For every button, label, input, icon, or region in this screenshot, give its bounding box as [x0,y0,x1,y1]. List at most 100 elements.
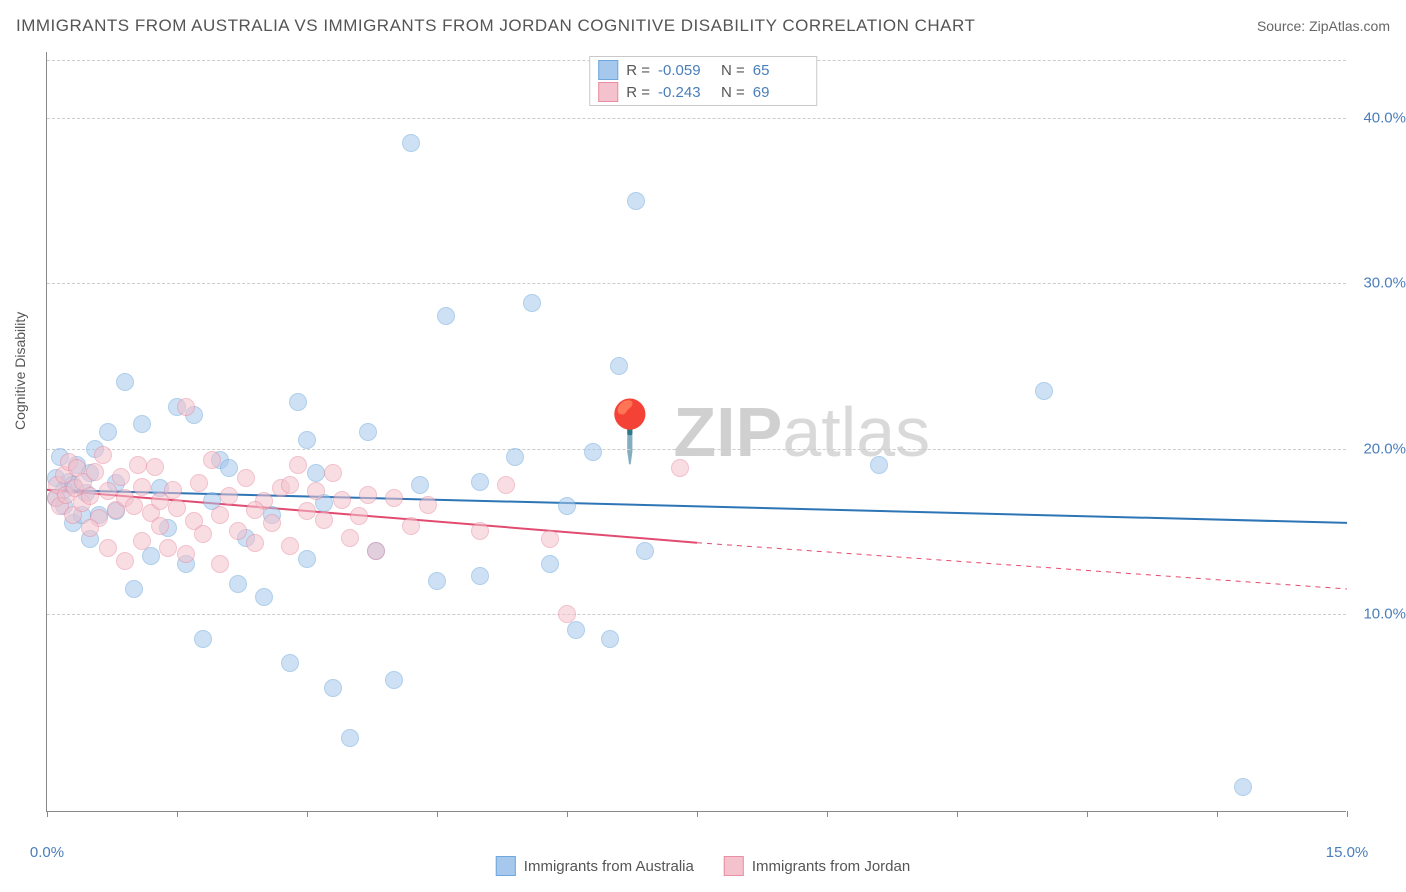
data-point [341,729,359,747]
stat-R-label: R = [626,84,650,101]
data-point [211,555,229,573]
y-tick-label: 20.0% [1351,440,1406,457]
x-tick [307,811,308,817]
data-point [627,192,645,210]
data-point [541,530,559,548]
x-tick [437,811,438,817]
data-point [211,506,229,524]
legend-swatch [598,60,618,80]
data-point [324,464,342,482]
data-point [194,630,212,648]
chart-title: IMMIGRANTS FROM AUSTRALIA VS IMMIGRANTS … [16,16,975,36]
legend-swatch [496,856,516,876]
data-point [255,588,273,606]
data-point [190,474,208,492]
x-tick-label: 15.0% [1326,844,1369,861]
gridline [47,614,1346,615]
data-point [558,497,576,515]
data-point [133,415,151,433]
data-point [428,572,446,590]
source-label: Source: ZipAtlas.com [1257,18,1390,34]
data-point [671,459,689,477]
legend-label: Immigrants from Australia [524,858,694,875]
y-tick-label: 30.0% [1351,275,1406,292]
data-point [471,567,489,585]
gridline [47,118,1346,119]
data-point [601,630,619,648]
stat-N-value: 69 [753,84,808,101]
x-tick [1347,811,1348,817]
data-point [437,307,455,325]
data-point [151,517,169,535]
data-point [298,550,316,568]
stats-row: R =-0.059N =65 [598,59,808,81]
data-point [315,511,333,529]
x-tick [957,811,958,817]
data-point [497,476,515,494]
legend-swatch [598,82,618,102]
data-point [402,517,420,535]
data-point [541,555,559,573]
x-tick [1217,811,1218,817]
data-point [129,456,147,474]
data-point [99,423,117,441]
data-point [359,423,377,441]
data-point [402,134,420,152]
data-point [558,605,576,623]
data-point [636,542,654,560]
stat-N-value: 65 [753,62,808,79]
data-point [584,443,602,461]
data-point [133,478,151,496]
legend-item: Immigrants from Jordan [724,856,910,876]
y-tick-label: 10.0% [1351,605,1406,622]
data-point [281,654,299,672]
data-point [99,539,117,557]
x-tick [177,811,178,817]
stat-N-label: N = [721,62,745,79]
data-point [359,486,377,504]
stats-row: R =-0.243N =69 [598,81,808,103]
data-point [81,519,99,537]
data-point [159,539,177,557]
data-point [1035,382,1053,400]
data-point [112,468,130,486]
data-point [411,476,429,494]
stat-N-label: N = [721,84,745,101]
legend-swatch [724,856,744,876]
data-point [81,487,99,505]
data-point [263,514,281,532]
data-point [203,451,221,469]
data-point [86,463,104,481]
data-point [281,476,299,494]
data-point [229,522,247,540]
data-point [385,671,403,689]
x-tick [827,811,828,817]
data-point [367,542,385,560]
data-point [471,522,489,540]
data-point [307,464,325,482]
y-axis-label: Cognitive Disability [12,312,28,430]
legend-label: Immigrants from Jordan [752,858,910,875]
data-point [229,575,247,593]
data-point [289,456,307,474]
data-point [333,491,351,509]
x-tick-label: 0.0% [30,844,64,861]
data-point [289,393,307,411]
data-point [220,459,238,477]
x-tick [1087,811,1088,817]
trend-line [47,490,1347,523]
data-point [94,446,112,464]
legend-item: Immigrants from Australia [496,856,694,876]
data-point [385,489,403,507]
series-legend: Immigrants from Australia Immigrants from… [496,856,910,876]
data-point [151,492,169,510]
data-point [298,431,316,449]
data-point [1234,778,1252,796]
gridline [47,283,1346,284]
data-point [237,469,255,487]
data-point [246,534,264,552]
stats-legend: R =-0.059N =65R =-0.243N =69 [589,56,817,106]
plot-area: 📍ZIPatlas 10.0%20.0%30.0%40.0%0.0%15.0% [46,52,1346,812]
data-point [220,487,238,505]
stat-R-label: R = [626,62,650,79]
